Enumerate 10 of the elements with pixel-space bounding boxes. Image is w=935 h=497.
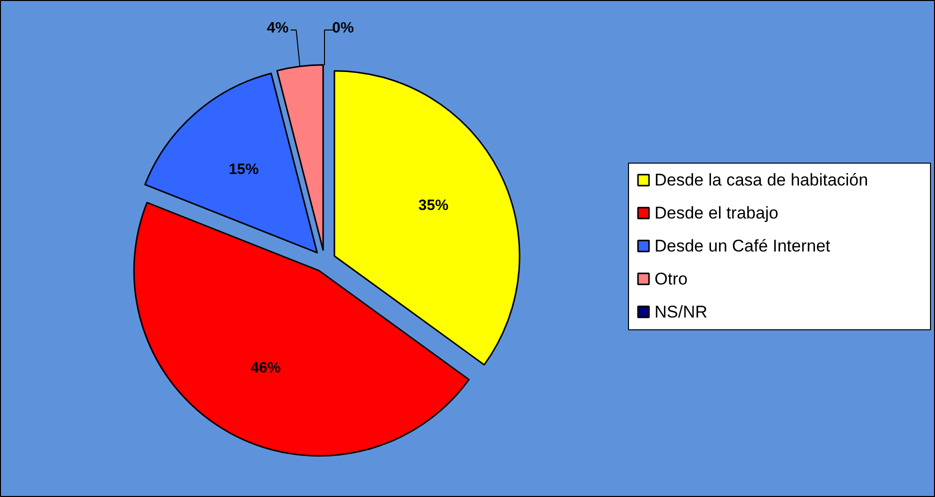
legend-label: Otro: [654, 269, 688, 288]
data-label: 15%: [228, 161, 259, 178]
data-label: 46%: [250, 359, 281, 376]
data-label: 35%: [418, 197, 448, 214]
legend-label: Desde el trabajo: [654, 204, 778, 223]
legend-label: NS/NR: [654, 302, 708, 322]
legend-label: Desde la casa de habitación: [654, 170, 868, 190]
legend-label: Desde un Café Internet: [654, 236, 831, 256]
data-label: 4%: [266, 20, 289, 37]
text: 0%: [332, 20, 354, 37]
